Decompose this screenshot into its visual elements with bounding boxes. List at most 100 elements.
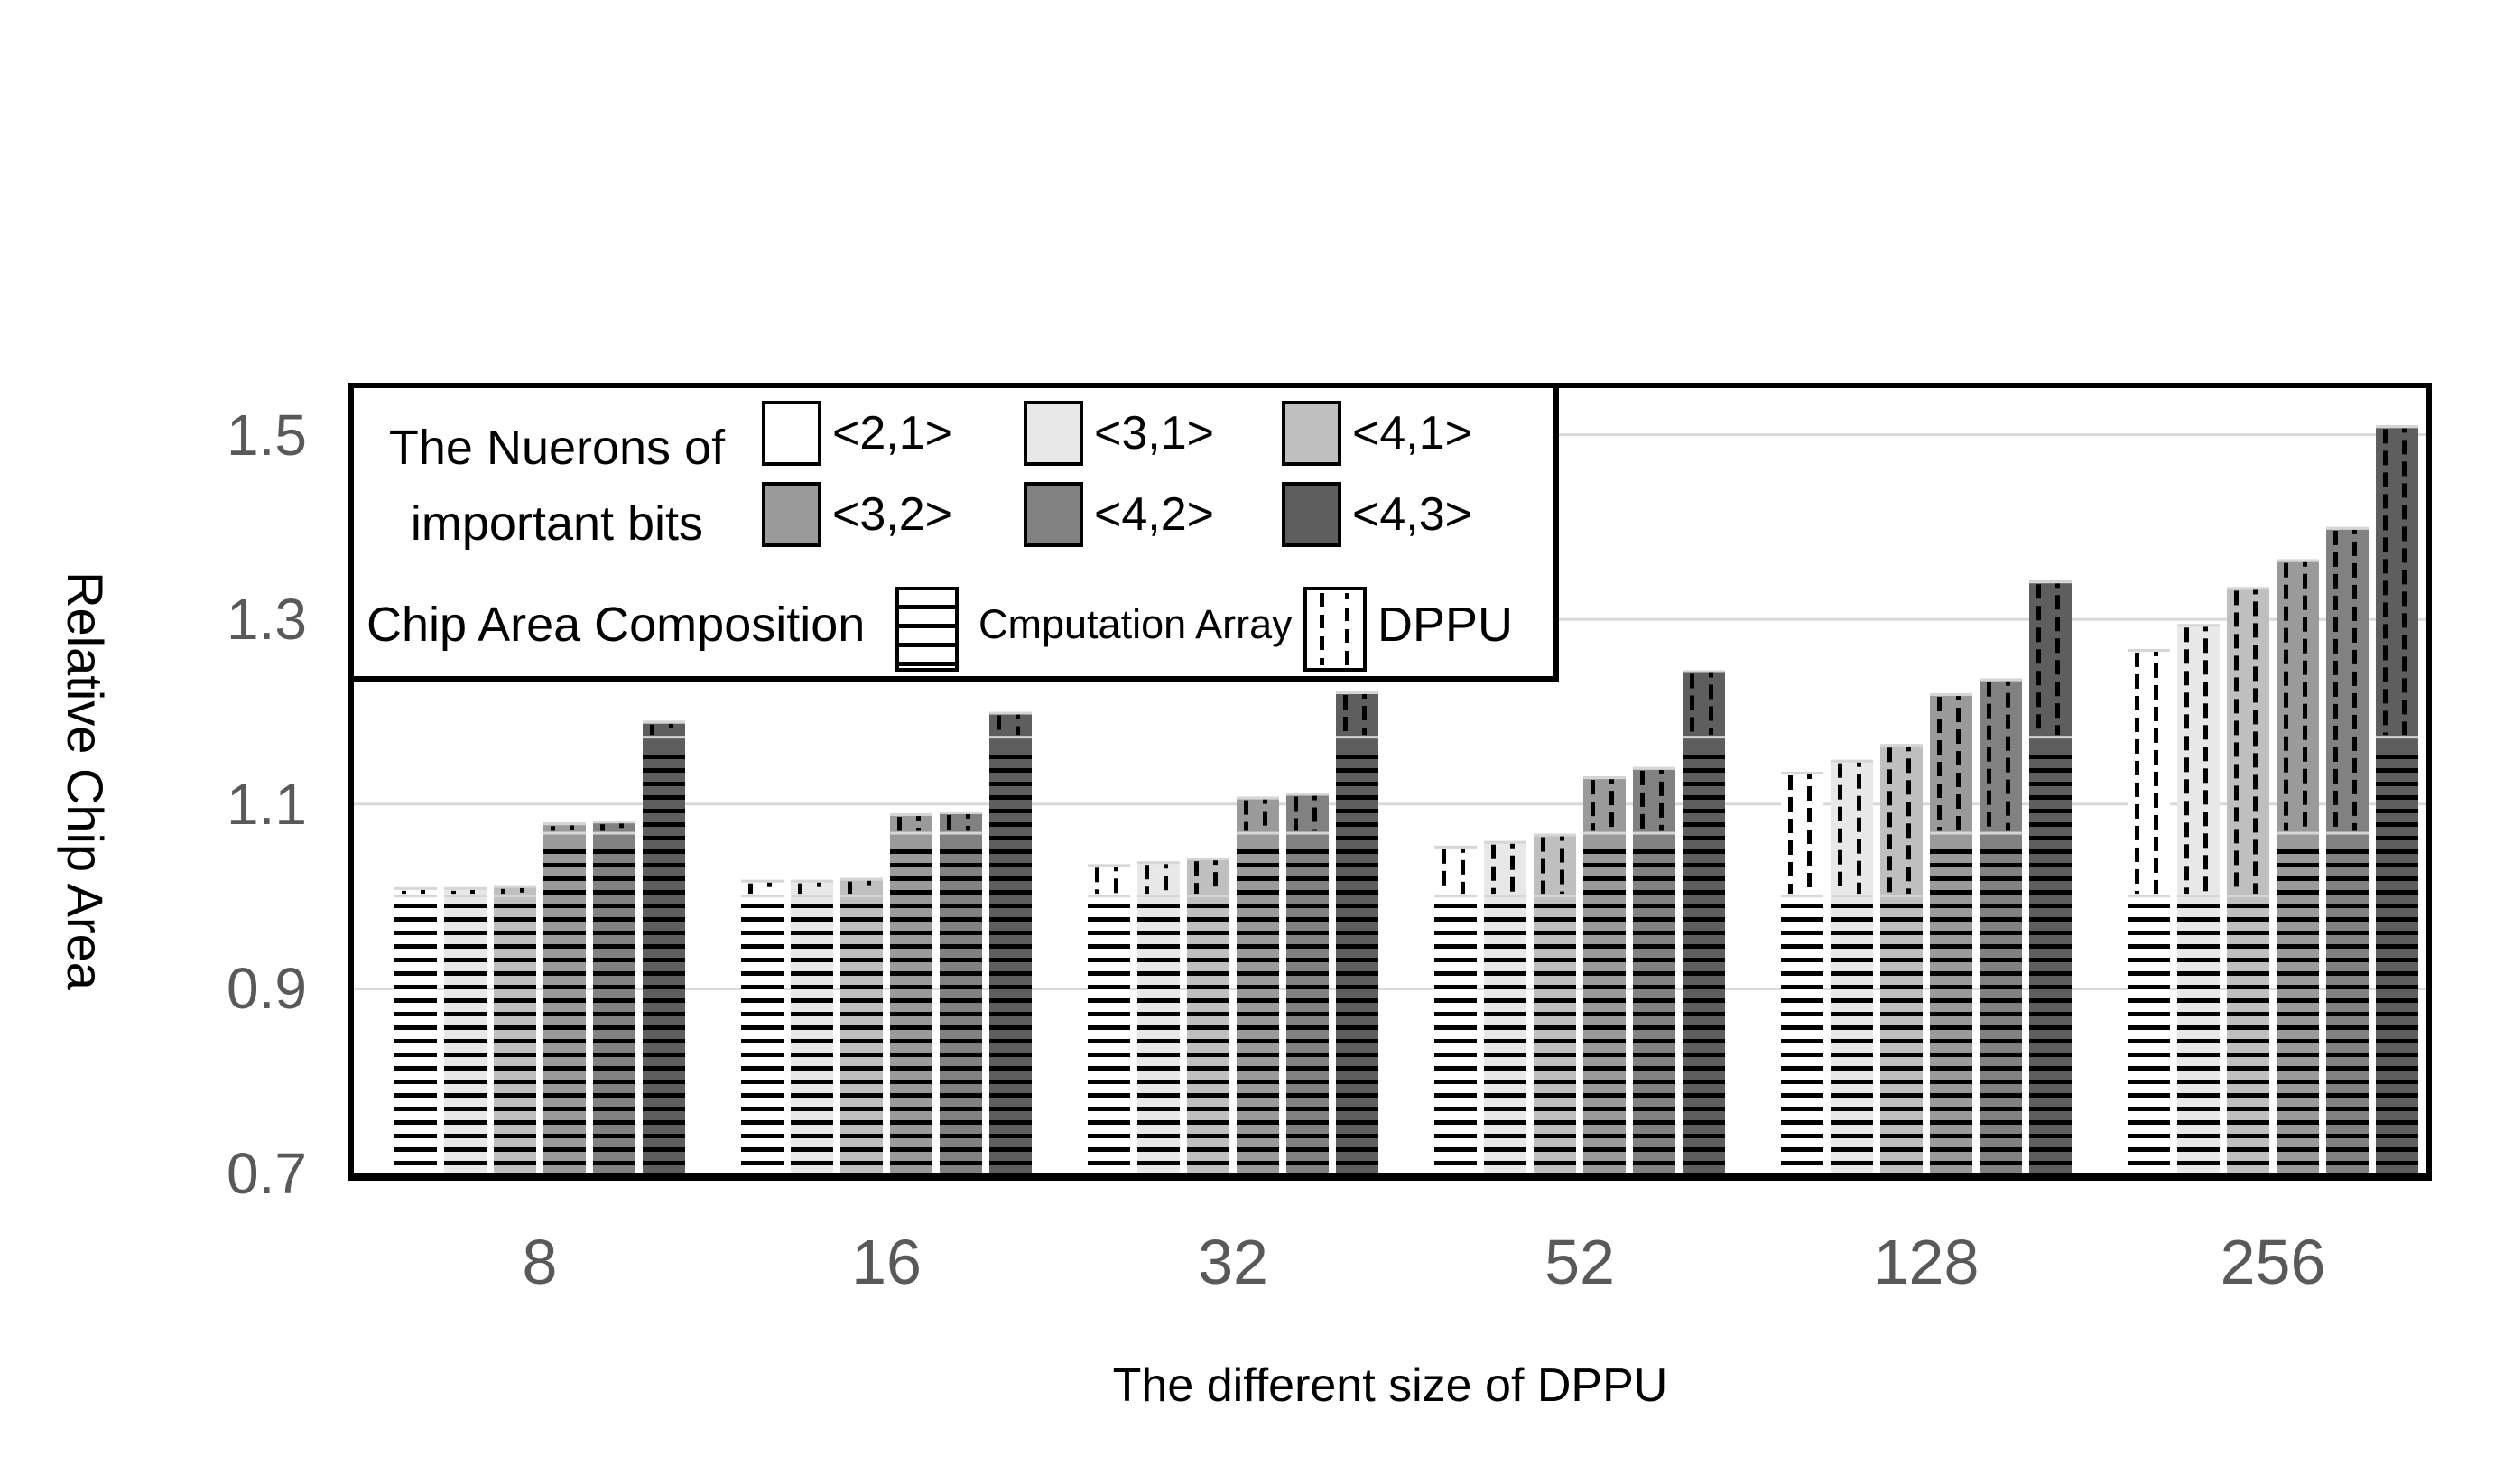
dppu-dash [1541,858,1545,874]
computation-hline [1286,1012,1329,1016]
bar-dppu-segment [2376,425,2418,738]
computation-hline [791,1120,833,1125]
dppu-dash [2203,682,2208,697]
computation-hline [494,1039,536,1043]
computation-hline [1781,1066,1823,1071]
computation-hline [2376,822,2418,827]
computation-hline [2326,1147,2369,1152]
dppu-dash [1937,805,1942,821]
computation-hline [2277,1012,2319,1016]
computation-hline [1137,1080,1180,1084]
computation-hline [2029,998,2072,1003]
dppu-dash [1491,866,1496,881]
computation-hline [2029,1107,2072,1111]
bar-top-edge [2128,648,2170,652]
dppu-dash [520,887,524,893]
computation-hline [1088,944,1130,949]
computation-hline [593,1107,635,1111]
computation-hline [1831,1161,1873,1165]
computation-hline [444,958,487,962]
computation-hline [1336,809,1378,813]
segment-split-edge [2029,736,2072,739]
dppu-dash [2333,530,2338,545]
dppu-dash [2352,779,2357,794]
computation-hline [1434,944,1477,949]
bar-dppu-segment [1980,678,2022,834]
dppu-dash [2055,725,2060,736]
dppu-dash [2253,818,2258,833]
dppu-dash [2402,721,2407,736]
computation-hline [1633,1080,1675,1084]
bar-top-edge [1237,796,1279,800]
computation-hline [741,1093,784,1098]
computation-hline [1187,1134,1229,1138]
computation-hline [2277,890,2319,895]
computation-hline [2128,1066,2170,1071]
computation-hline [1484,931,1526,935]
computation-hline [1336,944,1378,949]
computation-hline [1583,1025,1626,1030]
computation-hline [543,985,586,989]
computation-hline [593,971,635,976]
dppu-dash [1906,802,1911,817]
computation-hline [1286,985,1329,989]
dppu-dash [2402,678,2407,693]
computation-hline [1980,1161,2022,1165]
dppu-dash [1857,839,1861,854]
dppu-dash [2333,812,2338,827]
computation-hline [494,1147,536,1152]
computation-hline [890,1039,932,1043]
computation-hline [890,1053,932,1057]
dppu-dash [2284,692,2288,708]
computation-hline [2029,917,2072,922]
computation-hline [1930,944,1972,949]
computation-hline [741,904,784,908]
computation-hline [1831,931,1873,935]
dppu-dash [2383,494,2388,509]
computation-hline [989,1039,1032,1043]
bar-dppu-segment [1683,670,1725,738]
computation-hline [643,836,685,840]
computation-hline [940,1093,982,1098]
computation-hline [643,768,685,773]
dppu-dash [2383,710,2388,726]
computation-hline [1534,1053,1576,1057]
computation-hline [1286,1080,1329,1084]
computation-hline [2029,768,2072,773]
computation-hline [1237,931,1279,935]
computation-hline [2177,1012,2220,1016]
computation-hline [2227,1025,2269,1030]
computation-hline [1930,1025,1972,1030]
dppu-dash [2303,682,2307,697]
computation-hline [1434,1093,1477,1098]
computation-hline [1484,944,1526,949]
dppu-dash [1164,864,1168,869]
computation-hline [1583,890,1626,895]
dppu-dash [1838,849,1842,865]
computation-hline [890,1093,932,1098]
computation-hline [1137,1039,1180,1043]
dppu-dash [1560,848,1564,863]
dppu-dash [2333,660,2338,675]
computation-hline [1484,1093,1526,1098]
dppu-dash [1857,817,1861,832]
dppu-dash [2333,552,2338,567]
computation-hline [1633,1025,1675,1030]
computation-hline [494,1161,536,1165]
computation-hline [643,1039,685,1043]
dppu-dash [2154,706,2158,721]
computation-hline [1336,1107,1378,1111]
computation-hline [1286,1107,1329,1111]
computation-hline [1583,931,1626,935]
legend-series-label: <4,1> [1352,407,1473,459]
computation-hline [444,1039,487,1043]
computation-hline [2277,931,2319,935]
computation-hline [1583,1107,1626,1111]
dppu-dash [2383,624,2388,639]
computation-hline [791,1107,833,1111]
computation-hline [2128,931,2170,935]
computation-hline [1534,1066,1576,1071]
computation-hline [1583,1093,1626,1098]
computation-hline [1930,904,1972,908]
computation-hline [1534,931,1576,935]
